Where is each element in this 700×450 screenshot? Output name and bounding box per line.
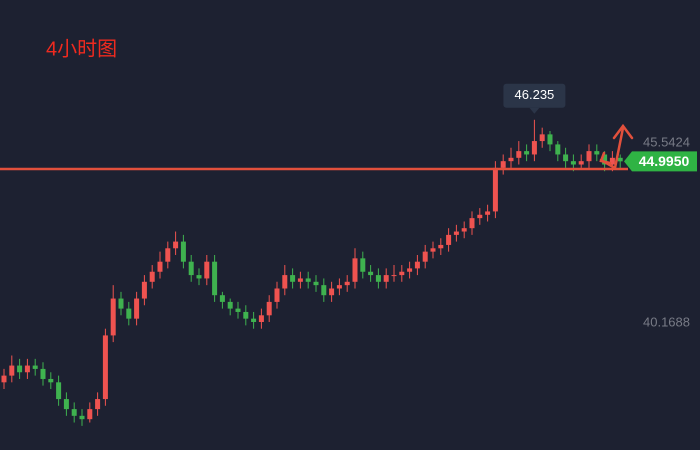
candle-body bbox=[251, 318, 257, 323]
candle-body bbox=[391, 275, 397, 277]
candle-body bbox=[212, 261, 218, 296]
candle-body bbox=[1, 375, 7, 383]
candle-body bbox=[368, 271, 374, 276]
candle-body bbox=[17, 365, 23, 373]
candle-body bbox=[375, 275, 381, 282]
candle-body bbox=[235, 308, 241, 312]
candle-body bbox=[383, 275, 389, 282]
candle-body bbox=[134, 298, 140, 319]
candle-body bbox=[266, 301, 272, 316]
candle-body bbox=[282, 275, 288, 289]
candle-body bbox=[305, 278, 311, 282]
candle-body bbox=[180, 241, 186, 262]
candle-body bbox=[243, 311, 249, 319]
arrow-annotation bbox=[599, 123, 634, 170]
arrow-head bbox=[612, 123, 634, 140]
candle-body bbox=[102, 335, 108, 400]
candle-body bbox=[430, 248, 436, 252]
candle-body bbox=[9, 365, 15, 376]
candle-body bbox=[48, 378, 54, 383]
candle-body bbox=[485, 211, 491, 215]
peak-label: 46.235 bbox=[515, 87, 555, 102]
candle-body bbox=[477, 214, 483, 219]
candle-body bbox=[297, 278, 303, 282]
candle-body bbox=[149, 271, 155, 282]
candle-body bbox=[110, 298, 116, 336]
candle-body bbox=[313, 281, 319, 286]
chart-title: 4小时图 bbox=[46, 37, 117, 60]
candle-body bbox=[469, 218, 475, 229]
candle-body bbox=[500, 161, 506, 168]
candle-body bbox=[204, 261, 210, 279]
candle-body bbox=[352, 258, 358, 282]
candle-body bbox=[126, 308, 132, 319]
last-price-tag: 44.9950 bbox=[624, 151, 697, 172]
candle-body bbox=[602, 154, 608, 165]
arrow-tail bbox=[599, 151, 612, 165]
candle-body bbox=[165, 248, 171, 262]
candle-body bbox=[258, 315, 264, 323]
candle-body bbox=[531, 141, 537, 155]
candle-body bbox=[570, 161, 576, 165]
candle-body bbox=[118, 298, 124, 309]
candles bbox=[1, 119, 623, 426]
candle-body bbox=[32, 365, 38, 369]
candle-body bbox=[524, 151, 530, 155]
candle-body bbox=[321, 285, 327, 296]
candle-body bbox=[173, 241, 179, 249]
candle-body bbox=[188, 261, 194, 276]
candle-body bbox=[461, 228, 467, 232]
candle-body bbox=[95, 399, 101, 410]
candle-body bbox=[563, 154, 569, 162]
candle-body bbox=[290, 275, 296, 282]
candle-body bbox=[594, 151, 600, 155]
candle-body bbox=[446, 234, 452, 245]
peak-box bbox=[503, 83, 566, 108]
last-price-box bbox=[624, 151, 697, 172]
candle-body bbox=[438, 244, 444, 249]
candle-body bbox=[40, 368, 46, 379]
candle-body bbox=[539, 134, 545, 142]
candle-body bbox=[344, 281, 350, 286]
candle-body bbox=[578, 161, 584, 165]
candle-body bbox=[79, 415, 85, 420]
candle-body bbox=[227, 301, 233, 309]
candle-body bbox=[336, 285, 342, 289]
candle-body bbox=[71, 409, 77, 416]
candle-body bbox=[547, 134, 553, 145]
candle-body bbox=[586, 151, 592, 162]
candle-body bbox=[555, 144, 561, 155]
candle-body bbox=[414, 261, 420, 269]
candle-body bbox=[87, 409, 93, 420]
candle-body bbox=[56, 382, 62, 400]
candle-body bbox=[196, 275, 202, 279]
candle-body bbox=[219, 295, 225, 302]
candle-body bbox=[492, 167, 498, 212]
candle-body bbox=[24, 365, 30, 373]
candle-body bbox=[360, 258, 366, 272]
candle-body bbox=[422, 251, 428, 262]
candle-body bbox=[516, 151, 522, 158]
y-tick-label: 45.5424 bbox=[643, 134, 690, 149]
candle-body bbox=[407, 268, 413, 272]
candle-body bbox=[63, 399, 69, 410]
candle-body bbox=[617, 157, 623, 162]
candle-body bbox=[453, 231, 459, 235]
y-tick-label: 40.1688 bbox=[643, 314, 690, 329]
candle-body bbox=[399, 271, 405, 276]
candle-body bbox=[329, 288, 335, 296]
peak-pointer bbox=[529, 107, 540, 114]
candle-body bbox=[609, 157, 615, 165]
candle-body bbox=[157, 261, 163, 272]
last-price-label: 44.9950 bbox=[639, 153, 690, 169]
candle-body bbox=[508, 157, 514, 162]
candle-body bbox=[141, 281, 147, 299]
peak-callout: 46.235 bbox=[503, 83, 566, 114]
candle-body bbox=[274, 288, 280, 302]
